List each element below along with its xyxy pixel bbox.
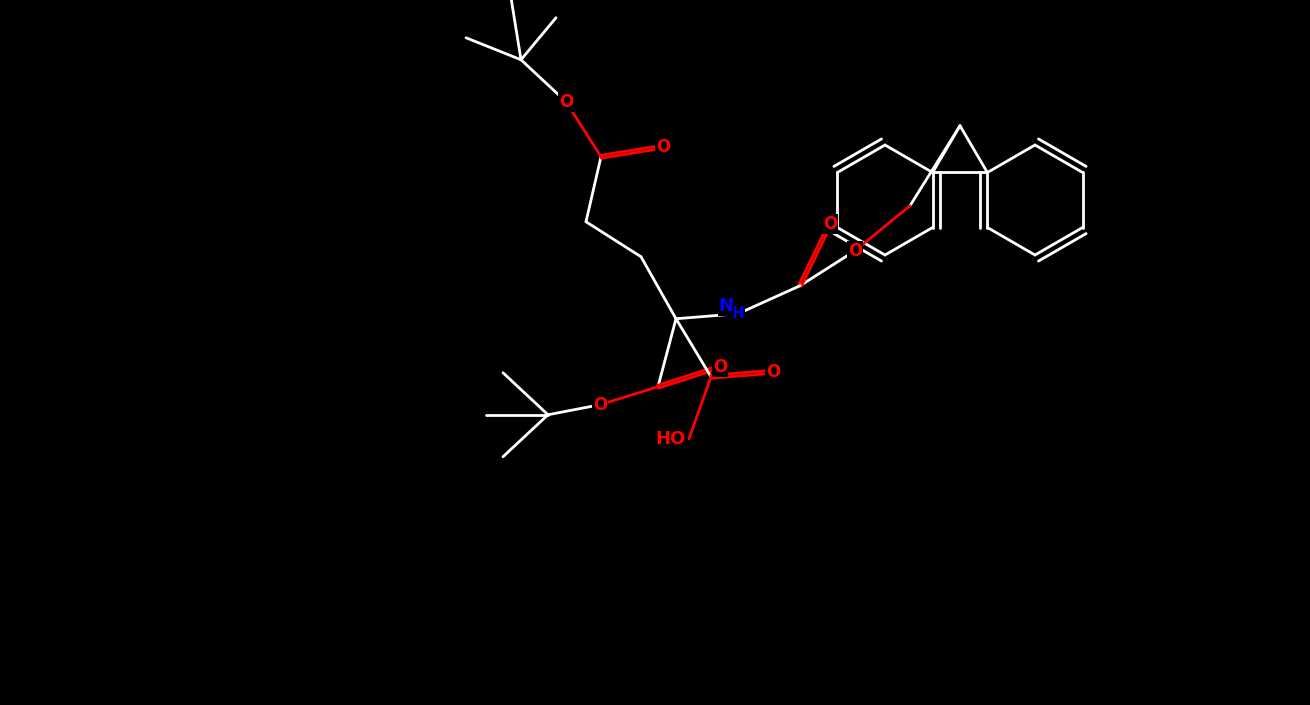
Text: HO: HO: [656, 430, 686, 448]
Text: H: H: [731, 306, 744, 321]
Text: O: O: [713, 357, 727, 376]
Text: O: O: [848, 242, 862, 259]
Text: N: N: [718, 297, 734, 314]
Text: O: O: [559, 93, 574, 111]
Text: O: O: [593, 396, 607, 414]
Text: O: O: [656, 137, 671, 156]
Text: O: O: [766, 363, 781, 381]
Text: O: O: [823, 215, 837, 233]
